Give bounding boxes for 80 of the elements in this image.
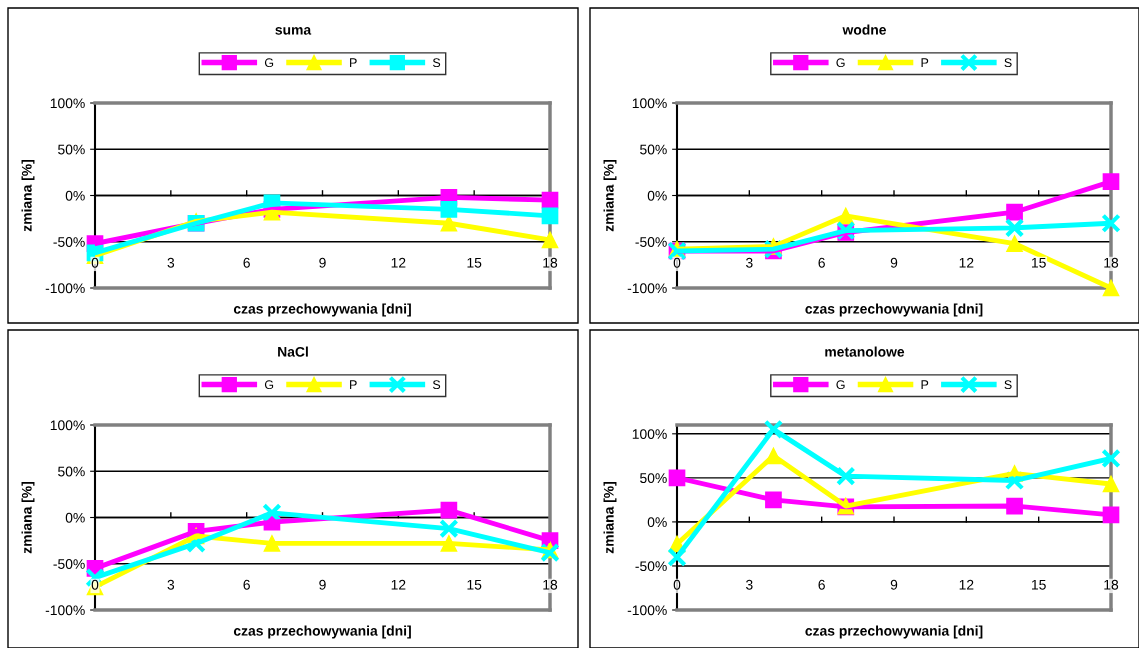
legend-label: P: [350, 380, 357, 389]
point: [836, 466, 856, 486]
x-tick-label: 0: [673, 257, 681, 268]
x-tick-label: 6: [243, 579, 250, 590]
y-tick-label: -100%: [45, 605, 85, 616]
x-tick-label: 6: [818, 257, 825, 268]
legend-label: S: [432, 58, 441, 68]
x-tick-label: 12: [959, 257, 974, 268]
y-tick-label: -100%: [627, 283, 667, 294]
x-tick-label: 9: [319, 579, 326, 590]
point: [439, 518, 459, 539]
y-tick-label: 100%: [50, 420, 85, 431]
chart-title: suma: [275, 27, 312, 35]
y-tick-label: -100%: [45, 283, 85, 294]
y-tick-label: 50%: [58, 466, 85, 477]
x-tick-label: 3: [167, 579, 175, 590]
x-axis-title: czas przechowywania [dni]: [233, 625, 411, 639]
chart-title: metanolowe: [825, 346, 905, 357]
x-tick-label: 18: [543, 579, 558, 590]
x-tick-label: 9: [890, 257, 898, 268]
legend-label: G: [264, 380, 274, 390]
y-tick-label: -50%: [53, 237, 85, 247]
x-tick-label: 12: [959, 579, 974, 590]
point: [763, 419, 784, 440]
y-tick-label: 0%: [647, 517, 667, 528]
legend-label: S: [1004, 380, 1012, 390]
y-tick-label: 0%: [647, 190, 667, 201]
y-tick-label: -50%: [53, 559, 85, 569]
legend-label: P: [921, 380, 929, 389]
x-tick-label: 3: [167, 257, 175, 268]
chart-title: wodne: [842, 24, 887, 35]
y-tick-label: 100%: [50, 98, 85, 109]
x-tick-label: 18: [1104, 579, 1119, 590]
x-tick-label: 6: [243, 257, 250, 268]
x-tick-label: 3: [746, 257, 753, 268]
x-tick-label: 3: [746, 579, 753, 590]
y-axis-title: zmiana [%]: [21, 482, 35, 554]
y-tick-label: -50%: [635, 237, 667, 247]
x-tick-label: 9: [319, 257, 326, 268]
x-tick-label: 15: [467, 257, 482, 268]
y-tick-label: 0%: [65, 190, 85, 201]
x-tick-label: 9: [890, 579, 898, 590]
point: [262, 503, 282, 523]
y-tick-label: 50%: [58, 144, 85, 155]
x-axis-title: czas przechowywania [dni]: [805, 303, 983, 317]
y-tick-label: 100%: [632, 429, 667, 439]
legend-label: S: [432, 380, 441, 390]
x-tick-label: 0: [91, 257, 99, 268]
y-axis-title: zmiana [%]: [21, 160, 35, 232]
x-tick-label: 0: [673, 579, 681, 590]
x-axis-title: czas przechowywania [dni]: [233, 303, 411, 317]
x-tick-label: 0: [91, 579, 99, 590]
legend-label: P: [350, 58, 357, 67]
y-tick-label: 50%: [640, 144, 667, 155]
legend-label: S: [1004, 58, 1012, 68]
y-tick-label: -100%: [627, 605, 667, 616]
y-tick-label: 0%: [65, 512, 85, 523]
x-tick-label: 18: [1104, 257, 1119, 268]
x-tick-label: 12: [391, 579, 406, 590]
y-tick-label: 50%: [640, 473, 667, 484]
legend-label: P: [921, 58, 929, 67]
y-tick-label: -50%: [635, 561, 667, 572]
x-tick-label: 6: [818, 579, 825, 590]
x-axis-title: czas przechowywania [dni]: [805, 625, 983, 639]
point: [1101, 448, 1121, 469]
point: [667, 547, 687, 567]
x-tick-label: 15: [1032, 579, 1046, 590]
y-axis-title: zmiana [%]: [603, 160, 617, 232]
legend-label: G: [836, 58, 845, 68]
point: [1101, 213, 1121, 233]
chart-title: NaCl: [278, 346, 308, 357]
point: [1004, 218, 1025, 238]
legend-label: G: [264, 58, 274, 68]
y-axis-title: zmiana [%]: [603, 482, 617, 554]
x-tick-label: 15: [1032, 257, 1046, 268]
y-tick-label: 100%: [632, 98, 667, 109]
x-tick-label: 12: [391, 257, 406, 268]
x-tick-label: 18: [543, 257, 558, 268]
x-tick-label: 15: [467, 579, 482, 590]
legend-label: G: [836, 380, 845, 390]
